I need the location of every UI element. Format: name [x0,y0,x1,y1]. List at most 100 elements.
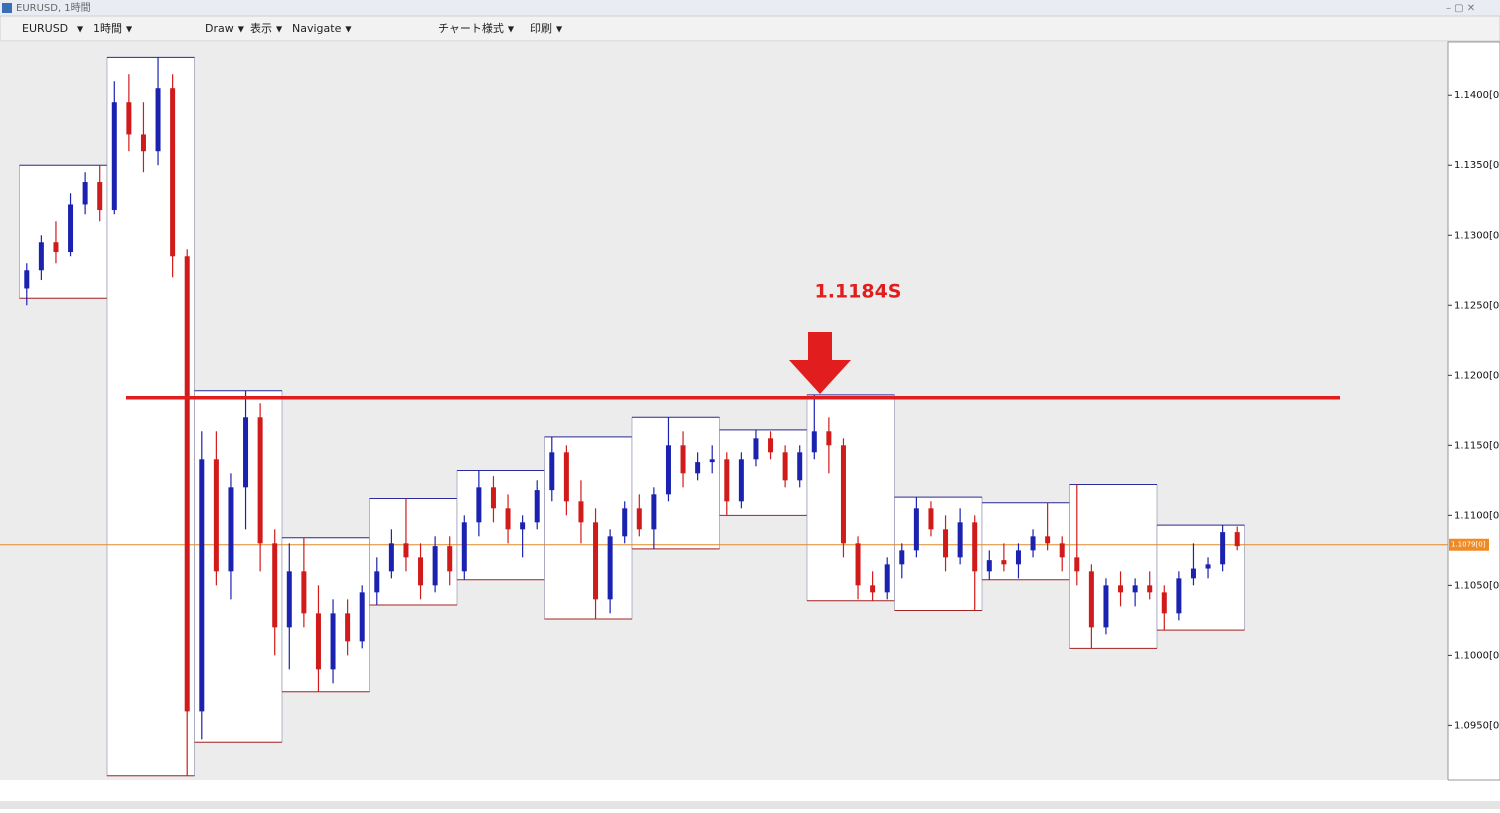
candle-body [884,564,890,593]
y-tick-label: 1.1250[0] [1454,300,1500,311]
y-tick-label: 1.0950[0] [1454,720,1500,731]
candle-body [695,462,701,474]
dropdown-caret: ▼ [276,25,283,34]
candle-body [768,438,774,453]
candle-body [1132,585,1138,593]
current-price-tag [1449,538,1489,551]
candle-body [1147,585,1153,593]
candle-body [476,487,482,523]
candle-body [636,508,642,530]
candle-body [782,452,788,481]
candle-body [82,182,88,205]
candle-body [155,88,161,152]
window-title: EURUSD, 1時間 [16,2,91,14]
candle-body [986,560,992,572]
toolbar-item[interactable]: 印刷 [530,22,552,35]
candle-body [315,613,321,670]
toolbar-item[interactable]: 1時間 [93,22,122,35]
candle-body [461,522,467,572]
candle-body [286,571,292,628]
candle-body [213,459,219,572]
candle-body [1234,532,1240,547]
candle-body [578,501,584,523]
candle-body [899,550,905,565]
toolbar-item[interactable]: Navigate [292,22,342,35]
candle-body [38,242,44,271]
candle-body [140,134,146,152]
candle-body [855,543,861,586]
price-axis [1447,41,1500,781]
candle-body [709,459,715,463]
toolbar-item[interactable]: チャート様式 [438,21,504,35]
candle-body [549,452,555,491]
candle-body [1103,585,1109,628]
day-range-box [456,470,545,581]
candle-body [418,557,424,586]
candle-body [403,543,409,558]
y-tick-label: 1.1200[0] [1454,370,1500,381]
candle-body [972,522,978,572]
title-bar [0,0,1500,16]
candle-body [272,543,278,628]
candle-body [607,536,613,600]
dropdown-caret: ▼ [238,25,245,34]
candle-body [651,494,657,530]
candle-body [199,459,205,712]
window-controls[interactable]: – ▢ ✕ [1446,3,1475,14]
toolbar-item[interactable]: Draw [205,22,234,35]
candle-body [1088,571,1094,628]
candle-body [374,571,380,593]
candle-body [593,522,599,600]
candle-body [1059,543,1065,558]
candle-body [1001,560,1007,565]
candle-body [1176,578,1182,614]
dropdown-caret: ▼ [345,25,352,34]
toolbar-item[interactable]: EURUSD [22,22,68,35]
y-tick-label: 1.1050[0] [1454,580,1500,591]
candle-body [359,592,365,642]
y-tick-label: 1.1150[0] [1454,440,1500,451]
candle-body [534,490,540,523]
candle-body [330,613,336,670]
candle-body [126,102,132,135]
candle-body [1045,536,1051,544]
candle-body [928,508,934,530]
candle-body [753,438,759,460]
candle-body [388,543,394,572]
candle-body [680,445,686,474]
toolbar-item[interactable]: 表示 [250,21,272,35]
candle-body [505,508,511,530]
candle-body [826,431,832,446]
day-range-box [894,496,983,611]
candle-body [738,459,744,502]
y-tick-label: 1.1400[0] [1454,90,1500,101]
dropdown-caret: ▼ [126,25,133,34]
candle-body [870,585,876,593]
candle-body [1205,564,1211,569]
day-range-box [631,417,720,550]
candle-body [170,88,176,257]
dropdown-caret: ▼ [508,25,515,34]
candle-body [1030,536,1036,551]
scrollbar[interactable] [0,801,1500,809]
annotation-label: 1.1184S [814,281,901,303]
chart: 1.0950[0] 1.1000[0] 1.1050[0] 1.1100[0] 1.11… [0,56,1500,799]
candle-body [957,522,963,558]
candle-body [432,546,438,586]
candle-body [1074,557,1080,572]
candle-body [1015,550,1021,565]
time-axis [0,780,1448,802]
candle-body [68,204,74,253]
candle-body [1118,585,1124,593]
candle-body [184,256,190,712]
day-range-box [369,498,458,606]
candle-body [97,182,103,211]
candle-body [243,417,249,488]
candle-body [913,508,919,551]
candle-body [724,459,730,502]
app-icon [2,3,12,13]
day-range-box [194,390,283,743]
day-range-box [544,436,633,620]
